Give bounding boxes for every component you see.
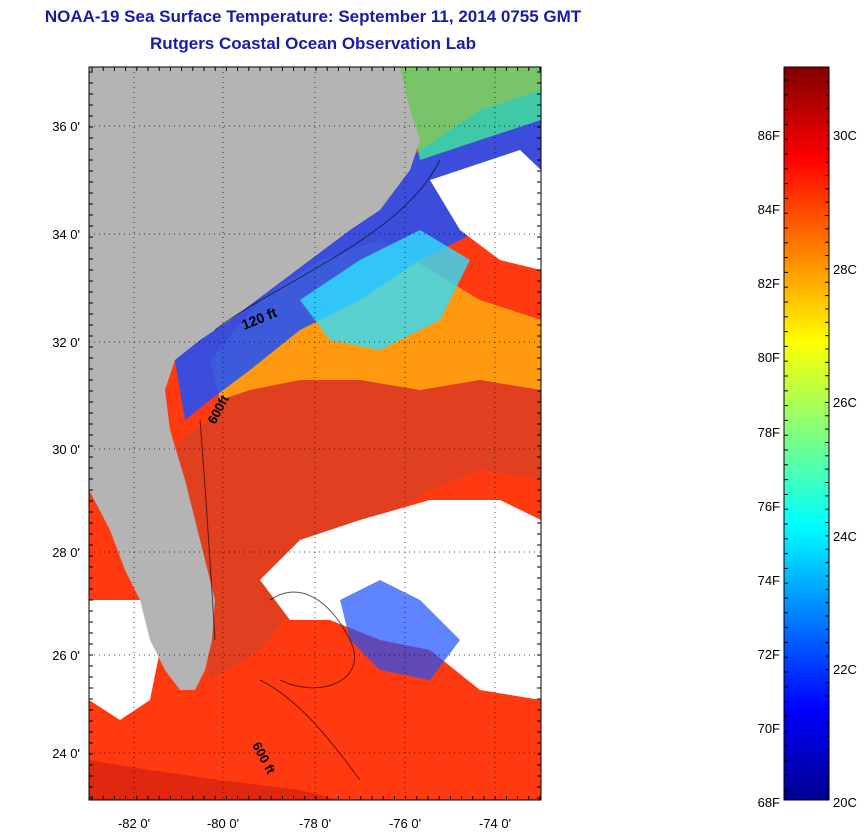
map-title: NOAA-19 Sea Surface Temperature: Septemb… bbox=[44, 7, 582, 26]
colorbar-f-label: 78F bbox=[757, 425, 780, 440]
lat-label: 24 0' bbox=[52, 746, 80, 761]
lon-label: -76 0' bbox=[388, 816, 422, 831]
colorbar-c-label: 28C bbox=[833, 262, 857, 277]
colorbar-f-label: 74F bbox=[757, 573, 780, 588]
colorbar-c-label: 26C bbox=[833, 395, 857, 410]
lat-label: 36 0' bbox=[52, 119, 80, 134]
lat-label: 30 0' bbox=[52, 442, 80, 457]
colorbar-c-label: 22C bbox=[833, 662, 857, 677]
colorbar-f-label: 68F bbox=[757, 795, 780, 810]
colorbar-f-label: 80F bbox=[757, 350, 780, 365]
map-subtitle: Rutgers Coastal Ocean Observation Lab bbox=[150, 34, 476, 53]
map-ticks bbox=[89, 67, 541, 800]
colorbar-c-label: 20C bbox=[833, 795, 857, 810]
colorbar bbox=[783, 66, 830, 801]
lat-label: 28 0' bbox=[52, 545, 80, 560]
colorbar-c-label: 30C bbox=[833, 128, 857, 143]
map-frame bbox=[88, 66, 542, 801]
lat-label: 32 0' bbox=[52, 335, 80, 350]
lat-label: 26 0' bbox=[52, 648, 80, 663]
colorbar-f-label: 76F bbox=[757, 499, 780, 514]
colorbar-f-label: 84F bbox=[757, 202, 780, 217]
lon-label: -78 0' bbox=[298, 816, 332, 831]
lon-label: -82 0' bbox=[117, 816, 151, 831]
lat-label: 34 0' bbox=[52, 227, 80, 242]
lon-label: -74 0' bbox=[478, 816, 512, 831]
colorbar-c-label: 24C bbox=[833, 529, 857, 544]
land-mass bbox=[89, 67, 420, 690]
lon-label: -80 0' bbox=[206, 816, 240, 831]
colorbar-f-label: 70F bbox=[757, 721, 780, 736]
colorbar-f-label: 72F bbox=[757, 647, 780, 662]
colorbar-f-label: 82F bbox=[757, 276, 780, 291]
sst-imagery bbox=[89, 67, 541, 800]
colorbar-f-label: 86F bbox=[757, 128, 780, 143]
colorbar-ticks bbox=[784, 79, 829, 791]
